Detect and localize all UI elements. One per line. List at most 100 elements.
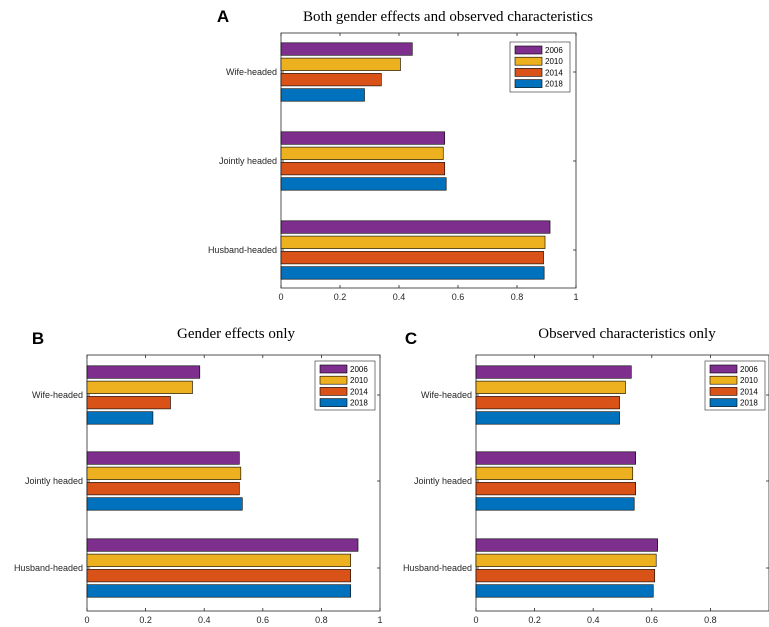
bar-2018 <box>475 497 635 511</box>
legend-swatch-2014 <box>709 387 738 396</box>
legend-label: 2018 <box>545 80 563 89</box>
x-tick-label: 0.2 <box>528 615 541 625</box>
bar-2018 <box>86 584 352 598</box>
bar-2006 <box>86 451 240 465</box>
legend-swatch-2018 <box>514 79 543 88</box>
chart-panel-a: A Both gender effects and observed charac… <box>208 7 593 302</box>
bar-2014 <box>475 569 656 583</box>
bar-2010 <box>280 57 401 71</box>
panel-letter: A <box>217 7 229 26</box>
chart-title: Both gender effects and observed charact… <box>303 9 593 25</box>
bar-2018 <box>475 584 654 598</box>
bar-2014 <box>475 396 620 410</box>
bar-2010 <box>280 235 546 249</box>
legend-label: 2010 <box>740 376 758 385</box>
bar-2014 <box>280 73 382 87</box>
legend-swatch-2006 <box>319 364 348 374</box>
panel-letter: C <box>405 329 417 348</box>
category-label: Husband-headed <box>14 563 83 573</box>
bar-2006 <box>280 42 413 56</box>
legend-swatch-2010 <box>514 56 543 66</box>
legend-swatch-2014 <box>319 387 348 396</box>
bar-2010 <box>475 553 657 567</box>
bar-2018 <box>280 266 545 280</box>
bar-2014 <box>280 162 446 176</box>
x-tick-label: 0 <box>84 615 89 625</box>
panel-letter: B <box>32 329 44 348</box>
legend-swatch-2006 <box>709 364 738 374</box>
bar-2018 <box>280 88 365 102</box>
bar-2014 <box>86 482 240 496</box>
legend-label: 2006 <box>545 46 563 55</box>
bar-2006 <box>280 131 446 145</box>
x-tick-label: 1 <box>573 292 578 302</box>
bar-2014 <box>475 482 636 496</box>
legend: 2006 2010 2014 2018 <box>704 360 766 411</box>
category-label: Wife-headed <box>421 390 472 400</box>
chart-title: Gender effects only <box>177 326 296 342</box>
legend-swatch-2010 <box>319 375 348 385</box>
chart-panel-b: B Gender effects only 0 0.2 0.4 0.6 0.8 1 Wife-h… <box>14 326 383 625</box>
chart-title: Observed characteristics only <box>538 326 716 342</box>
category-label: Jointly headed <box>219 156 277 166</box>
bar-2014 <box>86 569 352 583</box>
legend-label: 2014 <box>545 68 563 77</box>
x-tick-label: 0.2 <box>334 292 347 302</box>
bar-2010 <box>475 380 626 394</box>
bar-2014 <box>86 396 171 410</box>
bar-2014 <box>280 251 544 265</box>
x-tick-label: 0 <box>473 615 478 625</box>
category-label: Jointly headed <box>414 476 472 486</box>
legend-swatch-2018 <box>709 398 738 407</box>
legend-label: 2018 <box>350 399 368 408</box>
chart-panel-c: C Observed characteristics only 0 0.2 0.4 0.6… <box>403 326 769 625</box>
x-tick-label: 0.8 <box>511 292 524 302</box>
legend-swatch-2018 <box>319 398 348 407</box>
legend: 2006 2010 2014 2018 <box>314 360 376 411</box>
legend: 2006 2010 2014 2018 <box>509 41 571 93</box>
legend-swatch-2006 <box>514 45 543 55</box>
category-label: Jointly headed <box>25 476 83 486</box>
bar-2010 <box>86 380 193 394</box>
x-tick-label: 0.8 <box>704 615 717 625</box>
legend-label: 2006 <box>350 365 368 374</box>
bar-2018 <box>280 177 447 191</box>
legend-label: 2014 <box>740 387 758 396</box>
bar-2018 <box>86 497 243 511</box>
bar-2018 <box>475 411 620 425</box>
bar-2010 <box>475 466 634 480</box>
legend-label: 2006 <box>740 365 758 374</box>
x-tick-label: 0.2 <box>139 615 152 625</box>
legend-swatch-2010 <box>709 375 738 385</box>
bar-2006 <box>86 365 201 379</box>
bar-2006 <box>280 220 551 234</box>
category-label: Wife-headed <box>226 67 277 77</box>
bar-2010 <box>280 146 444 160</box>
axes-box <box>280 32 577 289</box>
legend-label: 2014 <box>350 387 368 396</box>
legend-label: 2010 <box>545 57 563 66</box>
legend-label: 2018 <box>740 399 758 408</box>
x-tick-label: 0 <box>278 292 283 302</box>
x-tick-label: 0.4 <box>198 615 211 625</box>
bar-2010 <box>86 466 242 480</box>
x-tick-label: 0.8 <box>315 615 328 625</box>
bar-2006 <box>475 451 636 465</box>
x-tick-label: 0.4 <box>393 292 406 302</box>
bar-2018 <box>86 411 154 425</box>
x-tick-label: 0.6 <box>257 615 270 625</box>
category-label: Wife-headed <box>32 390 83 400</box>
bar-2006 <box>475 365 632 379</box>
category-label: Husband-headed <box>208 245 277 255</box>
x-tick-label: 0.4 <box>587 615 600 625</box>
bar-2006 <box>86 538 359 552</box>
x-tick-label: 1 <box>377 615 382 625</box>
bar-2010 <box>86 553 352 567</box>
legend-label: 2010 <box>350 376 368 385</box>
legend-swatch-2014 <box>514 68 543 77</box>
category-label: Husband-headed <box>403 563 472 573</box>
x-tick-label: 0.6 <box>452 292 465 302</box>
x-tick-label: 0.6 <box>646 615 659 625</box>
bar-2006 <box>475 538 658 552</box>
